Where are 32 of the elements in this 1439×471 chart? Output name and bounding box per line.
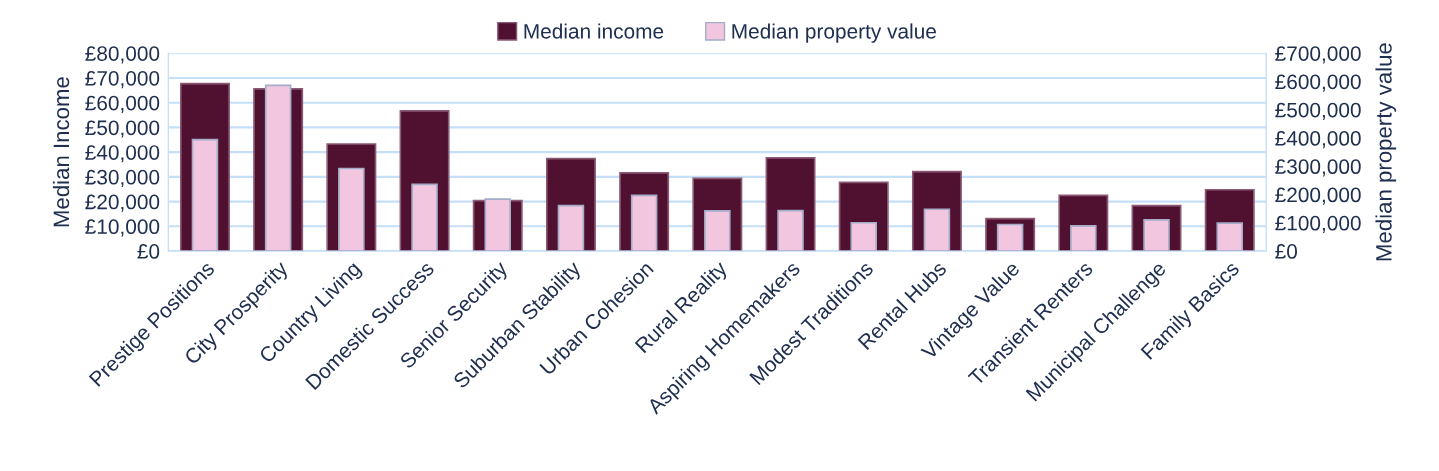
legend-label: Median income bbox=[524, 23, 664, 39]
bar bbox=[850, 221, 878, 252]
y-tick-label: £60,000 bbox=[85, 95, 160, 113]
bar bbox=[1070, 225, 1097, 252]
y2-tick-label: £500,000 bbox=[1275, 102, 1361, 120]
y2-tick-label: £600,000 bbox=[1275, 74, 1361, 92]
bar bbox=[630, 194, 658, 252]
y-tick-label: £10,000 bbox=[85, 219, 160, 237]
y2-tick-label: £700,000 bbox=[1275, 46, 1361, 64]
y-tick-label: £40,000 bbox=[85, 145, 160, 163]
y2-tick-label: £300,000 bbox=[1275, 159, 1361, 177]
y-tick-label: £20,000 bbox=[85, 194, 160, 212]
bar bbox=[557, 204, 585, 252]
y-axis-title: Median Income bbox=[52, 77, 70, 227]
bar bbox=[704, 210, 731, 252]
y2-tick-label: £400,000 bbox=[1275, 131, 1361, 149]
bar bbox=[777, 209, 804, 252]
y-tick-label: £30,000 bbox=[85, 169, 160, 188]
bar bbox=[1143, 219, 1170, 252]
y-tick-label: £50,000 bbox=[85, 120, 160, 138]
bar bbox=[923, 208, 951, 252]
legend-label: Median property value bbox=[732, 23, 936, 43]
bar bbox=[191, 138, 219, 252]
y-tick-label: £0 bbox=[137, 244, 160, 259]
y-tick-label: £80,000 bbox=[85, 46, 160, 64]
y2-tick-label: £100,000 bbox=[1275, 215, 1361, 233]
bar bbox=[1216, 222, 1243, 252]
bar bbox=[411, 183, 438, 252]
y2-axis-title: Median property value bbox=[1375, 43, 1397, 261]
y-tick-label: £70,000 bbox=[85, 70, 160, 89]
y2-tick-label: £200,000 bbox=[1275, 187, 1361, 205]
y2-tick-label: £0 bbox=[1275, 244, 1298, 259]
